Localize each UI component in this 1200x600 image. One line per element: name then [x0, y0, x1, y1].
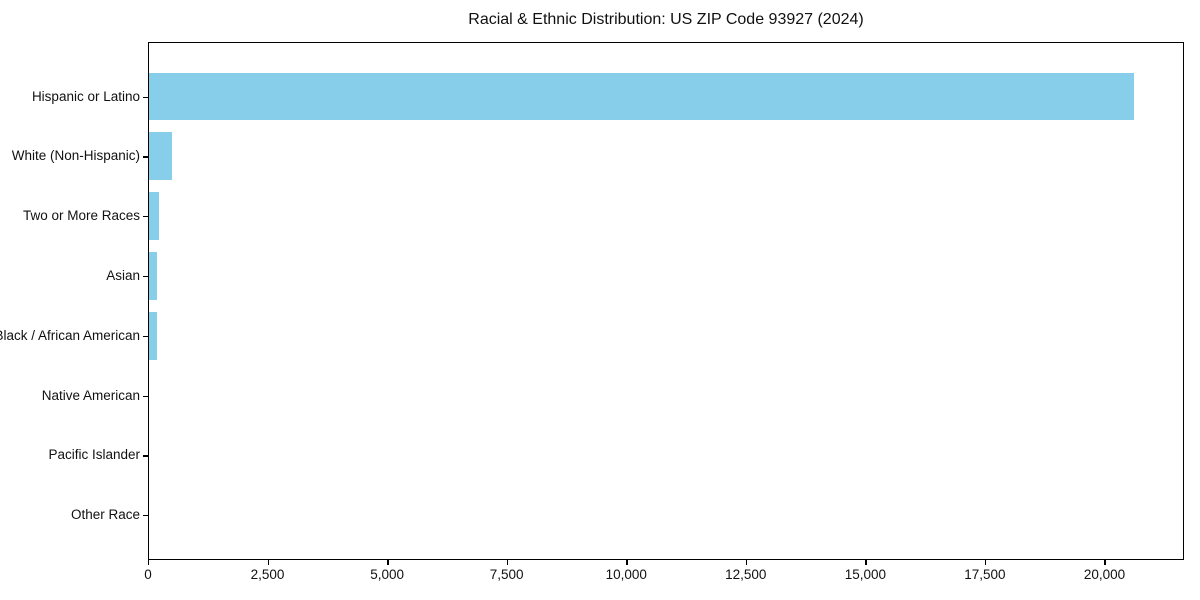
x-tick-label: 15,000: [844, 567, 886, 582]
x-tick-mark: [148, 560, 150, 565]
y-tick-label: Black / African American: [0, 327, 140, 343]
x-tick-mark: [626, 560, 628, 565]
bar-asian: [149, 252, 158, 300]
x-tick-label: 10,000: [605, 567, 647, 582]
x-tick-mark: [745, 560, 748, 565]
y-tick-label: Other Race: [70, 507, 140, 523]
y-tick-label: Asian: [106, 267, 140, 283]
x-tick-mark: [506, 560, 509, 565]
chart-title: Racial & Ethnic Distribution: US ZIP Cod…: [468, 11, 864, 28]
x-tick-label: 20,000: [1083, 567, 1126, 582]
bar-two-or-more-races: [149, 192, 159, 240]
y-tick-mark: [143, 515, 148, 517]
x-tick-mark: [267, 560, 269, 565]
bar-hispanic-or-latino: [149, 72, 1135, 121]
y-tick-label: Pacific Islander: [48, 447, 140, 463]
x-tick-mark: [1104, 560, 1106, 565]
plot-area: [148, 42, 1184, 560]
bar-white-non-hispanic: [149, 132, 173, 181]
y-tick-mark: [143, 335, 148, 338]
x-tick-mark: [984, 560, 987, 565]
x-tick-label: 5,000: [370, 567, 404, 582]
y-tick-mark: [143, 96, 148, 98]
x-tick-mark: [865, 560, 867, 565]
x-tick-mark: [387, 560, 389, 565]
y-tick-label: Native American: [41, 387, 140, 403]
y-tick-mark: [143, 275, 148, 278]
y-tick-mark: [143, 216, 148, 218]
y-tick-label: White (Non-Hispanic): [11, 148, 140, 164]
y-tick-label: Two or More Races: [22, 208, 140, 224]
x-tick-label: 7,500: [489, 567, 524, 582]
x-tick-label: 17,500: [964, 567, 1006, 582]
y-tick-mark: [143, 395, 148, 397]
x-tick-label: 2,500: [250, 567, 285, 582]
x-tick-label: 0: [144, 567, 152, 582]
x-tick-label: 12,500: [725, 567, 767, 582]
bar-black-african-american: [149, 311, 157, 360]
y-tick-mark: [143, 156, 148, 158]
y-tick-label: Hispanic or Latino: [31, 88, 140, 104]
y-tick-mark: [143, 455, 148, 457]
